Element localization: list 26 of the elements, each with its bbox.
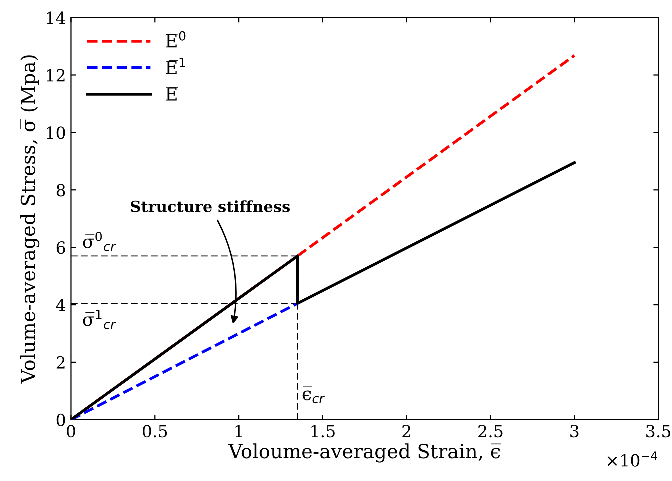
y-tick-label: 10 bbox=[47, 126, 66, 140]
ref-line-label: ϵ̅$_{cr}$ bbox=[302, 386, 326, 404]
x-tick-label: 2 bbox=[402, 425, 411, 438]
y-tick-label: 2 bbox=[56, 356, 65, 369]
x-tick-label: 0 bbox=[67, 425, 76, 438]
y-tick-label: 12 bbox=[47, 69, 65, 82]
legend-label: E̅$^{1}$ bbox=[166, 58, 186, 74]
x-tick-label: 3 bbox=[570, 425, 579, 438]
y-tick-label: 8 bbox=[56, 184, 66, 197]
x-tick-label: 0.5 bbox=[142, 425, 168, 438]
y-tick-label: 14 bbox=[47, 12, 66, 24]
x-tick-label: 1 bbox=[236, 425, 242, 438]
x-tick-label: 2.5 bbox=[478, 425, 503, 438]
ref-line-label: σ̅$^{0}$$_{cr}$ bbox=[83, 232, 116, 252]
y-tick-label: 4 bbox=[56, 298, 66, 312]
x-axis-title: Voloume-averaged Strain, ϵ̅ bbox=[228, 444, 502, 463]
y-tick-label: 0 bbox=[56, 414, 66, 426]
x-tick-label: 1.5 bbox=[312, 425, 335, 438]
annotation: Structure stiffness bbox=[131, 200, 290, 212]
text: ×10$^{−4}$ bbox=[608, 452, 658, 467]
x-tick-label: 3.5 bbox=[646, 425, 671, 438]
y-axis-title: Volume-averaged Stress, σ̅ (Mpa) bbox=[20, 56, 40, 384]
legend-label: E̅ bbox=[166, 87, 178, 101]
legend-label: E̅$^{0}$ bbox=[166, 31, 186, 48]
ref-line-label: σ̅$^{1}$$_{cr}$ bbox=[83, 310, 116, 330]
y-tick-label: 6 bbox=[56, 242, 66, 254]
